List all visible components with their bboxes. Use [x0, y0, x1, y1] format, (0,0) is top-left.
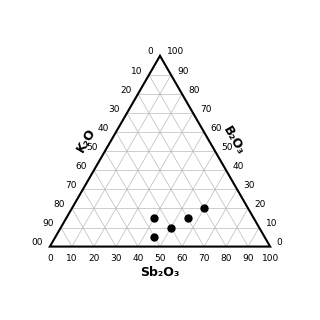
Text: 70: 70 — [65, 181, 76, 190]
Text: 40: 40 — [233, 162, 244, 171]
Text: 20: 20 — [88, 253, 100, 262]
Text: Sb₂O₃: Sb₂O₃ — [140, 267, 180, 279]
Text: 50: 50 — [222, 143, 233, 152]
Text: 10: 10 — [266, 219, 277, 228]
Text: 100: 100 — [261, 253, 279, 262]
Text: 30: 30 — [244, 181, 255, 190]
Text: 00: 00 — [32, 238, 43, 247]
Text: 80: 80 — [54, 200, 65, 209]
Text: 60: 60 — [76, 162, 87, 171]
Text: 0: 0 — [148, 47, 153, 56]
Text: 70: 70 — [198, 253, 210, 262]
Text: 20: 20 — [120, 85, 131, 95]
Text: 10: 10 — [66, 253, 78, 262]
Text: 50: 50 — [87, 143, 98, 152]
Text: 90: 90 — [242, 253, 254, 262]
Text: 0: 0 — [277, 238, 283, 247]
Text: 80: 80 — [220, 253, 232, 262]
Text: 20: 20 — [255, 200, 266, 209]
Text: 10: 10 — [131, 67, 142, 76]
Text: B₂O₃: B₂O₃ — [221, 124, 248, 157]
Text: 30: 30 — [109, 105, 120, 114]
Text: 30: 30 — [110, 253, 122, 262]
Text: 40: 40 — [98, 124, 109, 133]
Text: 60: 60 — [176, 253, 188, 262]
Text: 80: 80 — [189, 85, 200, 95]
Text: 0: 0 — [47, 253, 53, 262]
Text: 50: 50 — [154, 253, 166, 262]
Text: 40: 40 — [132, 253, 144, 262]
Text: 90: 90 — [43, 219, 54, 228]
Text: 70: 70 — [200, 105, 211, 114]
Text: 60: 60 — [211, 124, 222, 133]
Text: 90: 90 — [178, 67, 189, 76]
Text: 100: 100 — [167, 47, 184, 56]
Text: K₂O: K₂O — [74, 126, 98, 155]
